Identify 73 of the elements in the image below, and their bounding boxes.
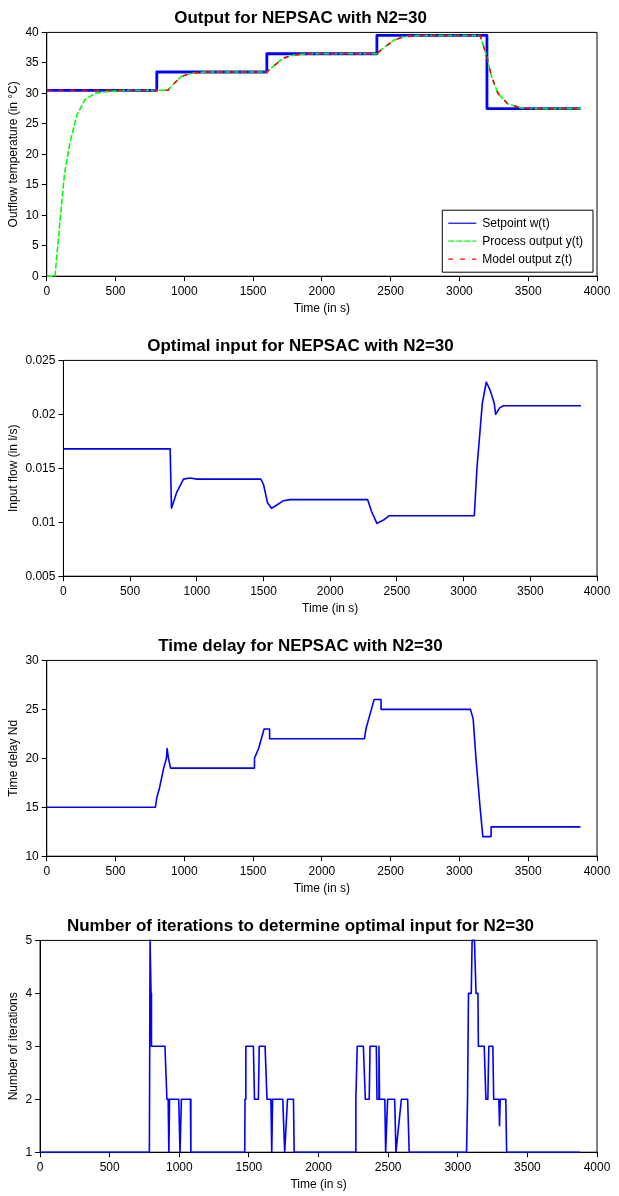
x-tick-label: 500 — [105, 283, 126, 298]
x-tick-label: 500 — [120, 583, 141, 598]
x-tick-label: 3500 — [516, 583, 544, 598]
x-tick-label: 3500 — [514, 1159, 542, 1174]
y-tick-label: 1 — [25, 1144, 33, 1159]
legend-label: Model output z(t) — [482, 251, 573, 266]
y-tick-label: 0.015 — [25, 460, 56, 475]
y-tick-label: 25 — [25, 116, 40, 131]
y-tick-label: 0 — [32, 268, 40, 283]
y-tick-label: 10 — [25, 207, 40, 222]
x-tick-label: 3500 — [514, 283, 542, 298]
x-tick-label: 1000 — [183, 583, 211, 598]
chart-title: Time delay for NEPSAC with N2=30 — [158, 635, 443, 655]
y-tick-label: 5 — [25, 932, 33, 947]
y-tick-label: 35 — [25, 55, 40, 70]
x-tick-label: 3000 — [446, 863, 474, 878]
chart-title: Output for NEPSAC with N2=30 — [174, 7, 427, 27]
x-tick-label: 3000 — [444, 1159, 472, 1174]
x-tick-label: 2500 — [374, 1159, 402, 1174]
line-series — [45, 34, 582, 277]
x-tick-label: 2500 — [377, 283, 405, 298]
y-tick-label: 15 — [25, 177, 40, 192]
y-axis-title: Number of iterations — [5, 992, 20, 1101]
x-tick-label: 500 — [99, 1159, 121, 1174]
y-tick-label: 3 — [25, 1038, 33, 1053]
y-axis-title: Outflow temperature (in °C) — [5, 81, 20, 228]
x-tick-label: 2000 — [305, 1159, 333, 1174]
x-tick-label: 4000 — [583, 583, 611, 598]
x-tick-label: 1500 — [235, 1159, 263, 1174]
x-tick-label: 4000 — [583, 283, 611, 298]
x-tick-label: 2000 — [316, 583, 344, 598]
x-axis-title: Time (in s) — [293, 301, 350, 316]
y-tick-label: 25 — [25, 701, 40, 716]
x-axis-title: Time (in s) — [302, 601, 359, 616]
y-tick-label: 0.01 — [32, 514, 56, 529]
x-tick-label: 3000 — [446, 283, 474, 298]
x-tick-label: 1500 — [250, 583, 278, 598]
x-tick-label: 1500 — [239, 863, 267, 878]
y-tick-label: 40 — [25, 24, 40, 39]
y-axis-title: Time delay Nd — [5, 719, 20, 797]
y-tick-label: 4 — [25, 985, 33, 1000]
x-axis-title: Time (in s) — [290, 1177, 347, 1192]
x-tick-label: 2500 — [377, 863, 405, 878]
chart-title: Optimal input for NEPSAC with N2=30 — [147, 335, 454, 355]
y-tick-label: 5 — [32, 238, 40, 253]
x-axis-title: Time (in s) — [293, 881, 350, 896]
y-tick-label: 20 — [25, 146, 40, 161]
x-tick-label: 0 — [60, 583, 68, 598]
y-tick-label: 15 — [25, 799, 40, 814]
y-tick-label: 2 — [25, 1091, 33, 1106]
x-tick-label: 2500 — [383, 583, 411, 598]
x-tick-label: 1500 — [239, 283, 267, 298]
y-tick-label: 0.005 — [25, 568, 56, 583]
legend-label: Process output y(t) — [482, 233, 584, 248]
x-tick-label: 2000 — [308, 863, 336, 878]
x-tick-label: 4000 — [583, 1159, 611, 1174]
y-tick-label: 10 — [25, 848, 40, 863]
x-tick-label: 3500 — [514, 863, 542, 878]
chart-title: Number of iterations to determine optimal input for N2=30 — [66, 915, 535, 935]
legend-label: Setpoint w(t) — [482, 215, 550, 230]
y-tick-label: 20 — [25, 750, 40, 765]
x-tick-label: 500 — [105, 863, 126, 878]
x-tick-label: 1000 — [170, 863, 198, 878]
x-tick-label: 4000 — [583, 863, 611, 878]
x-tick-label: 3000 — [450, 583, 478, 598]
y-tick-label: 30 — [25, 85, 40, 100]
y-tick-label: 30 — [25, 652, 40, 667]
y-axis-title: Input flow (in l/s) — [5, 424, 20, 512]
y-tick-label: 0.02 — [32, 406, 56, 421]
x-tick-label: 2000 — [308, 283, 336, 298]
y-tick-label: 0.025 — [25, 352, 56, 367]
x-tick-label: 1000 — [170, 283, 198, 298]
x-tick-label: 1000 — [165, 1159, 193, 1174]
